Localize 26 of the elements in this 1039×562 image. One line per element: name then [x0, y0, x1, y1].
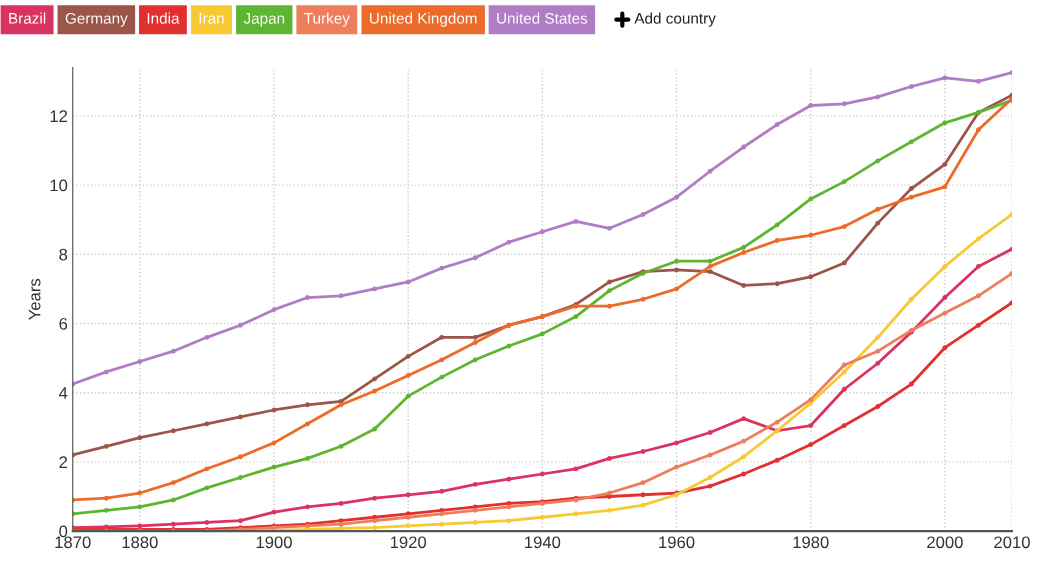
text: Iran	[199, 13, 224, 24]
x-tick-label: 1920	[390, 536, 427, 549]
x-tick-label: 2000	[927, 536, 963, 549]
x-tick-label: 1980	[793, 536, 829, 549]
x-tick-label: 1900	[256, 536, 292, 549]
y-tick-label: 12	[50, 110, 68, 122]
y-tick-label: 10	[50, 179, 68, 192]
x-tick-label: 2010	[994, 536, 1030, 549]
y-axis-title: Years	[28, 278, 41, 320]
text: India	[147, 12, 180, 24]
text: Germany	[65, 12, 128, 27]
x-tick-label: 1960	[659, 536, 695, 549]
y-tick-label: 4	[58, 387, 68, 399]
x-tick-label: 1870	[55, 536, 91, 549]
text: Japan	[243, 13, 285, 27]
text: Turkey	[304, 12, 350, 27]
x-tick-label: 1880	[122, 536, 158, 549]
y-tick-label: 0	[59, 525, 68, 538]
text: United Kingdom	[370, 12, 477, 27]
text: Brazil	[9, 12, 46, 24]
x-tick-label: 1940	[525, 536, 561, 549]
text: Add country	[634, 12, 716, 27]
y-tick-label: 2	[59, 456, 68, 468]
text: United States	[497, 12, 588, 24]
y-tick-label: 8	[59, 248, 68, 261]
y-tick-label: 6	[59, 317, 68, 330]
